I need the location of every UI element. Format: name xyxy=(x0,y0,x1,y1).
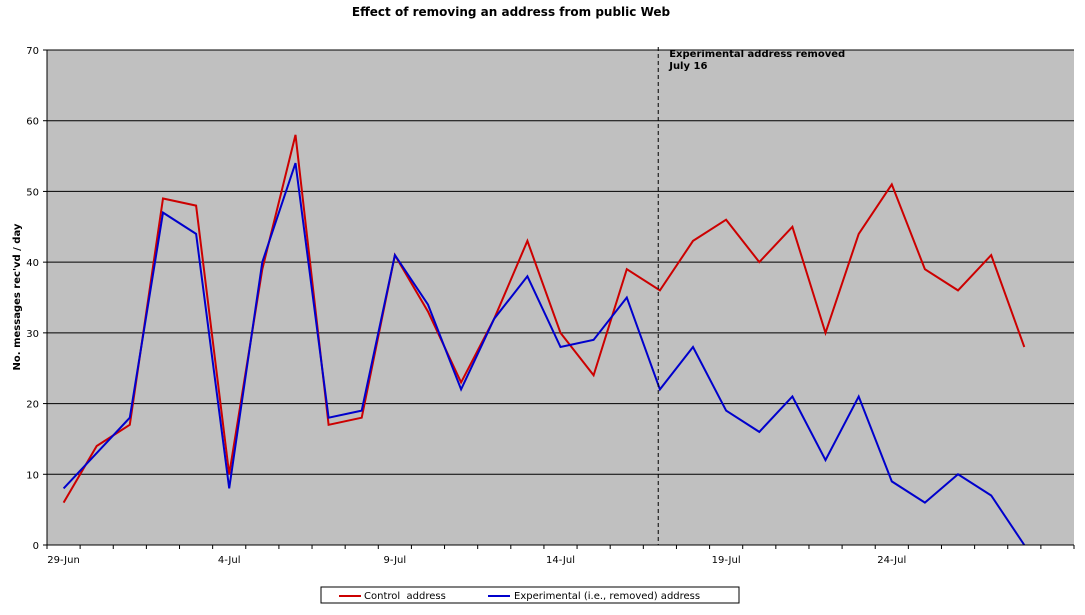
chart-title: Effect of removing an address from publi… xyxy=(352,5,671,19)
x-tick-label: 24-Jul xyxy=(877,555,906,566)
x-tick-label: 14-Jul xyxy=(546,555,575,566)
y-tick-label: 50 xyxy=(26,187,39,198)
legend: Control address Experimental (i.e., remo… xyxy=(320,586,740,604)
legend-label-experimental: Experimental (i.e., removed) address xyxy=(514,591,700,602)
y-tick-label: 40 xyxy=(26,258,39,269)
legend-box xyxy=(320,586,740,604)
series-lines xyxy=(62,134,1026,546)
annotation-text-1: Experimental address removed xyxy=(669,49,845,60)
y-tick-label: 10 xyxy=(26,470,39,481)
y-tick-label: 30 xyxy=(26,329,39,340)
y-tick-label: 70 xyxy=(26,46,39,57)
y-axis-label: No. messages rec'vd / day xyxy=(12,223,23,370)
y-tick-label: 20 xyxy=(26,400,39,411)
y-tick-label: 0 xyxy=(33,541,39,552)
x-tick-label: 29-Jun xyxy=(47,555,80,566)
x-tick-label: 9-Jul xyxy=(384,555,407,566)
series-line-1 xyxy=(62,162,1026,546)
series-line-0 xyxy=(62,134,1026,504)
x-tick-label: 19-Jul xyxy=(712,555,741,566)
x-axis-ticks: 29-Jun 4-Jul 9-Jul 14-Jul 19-Jul 24-Jul xyxy=(46,545,1075,566)
annotation-text-2: July 16 xyxy=(668,61,707,72)
plot-area xyxy=(47,50,1074,545)
y-tick-label: 60 xyxy=(26,117,39,128)
x-tick-label: 4-Jul xyxy=(218,555,241,566)
legend-label-control: Control address xyxy=(364,591,446,602)
y-axis-ticks: 0 10 20 30 40 50 60 70 xyxy=(26,46,47,552)
